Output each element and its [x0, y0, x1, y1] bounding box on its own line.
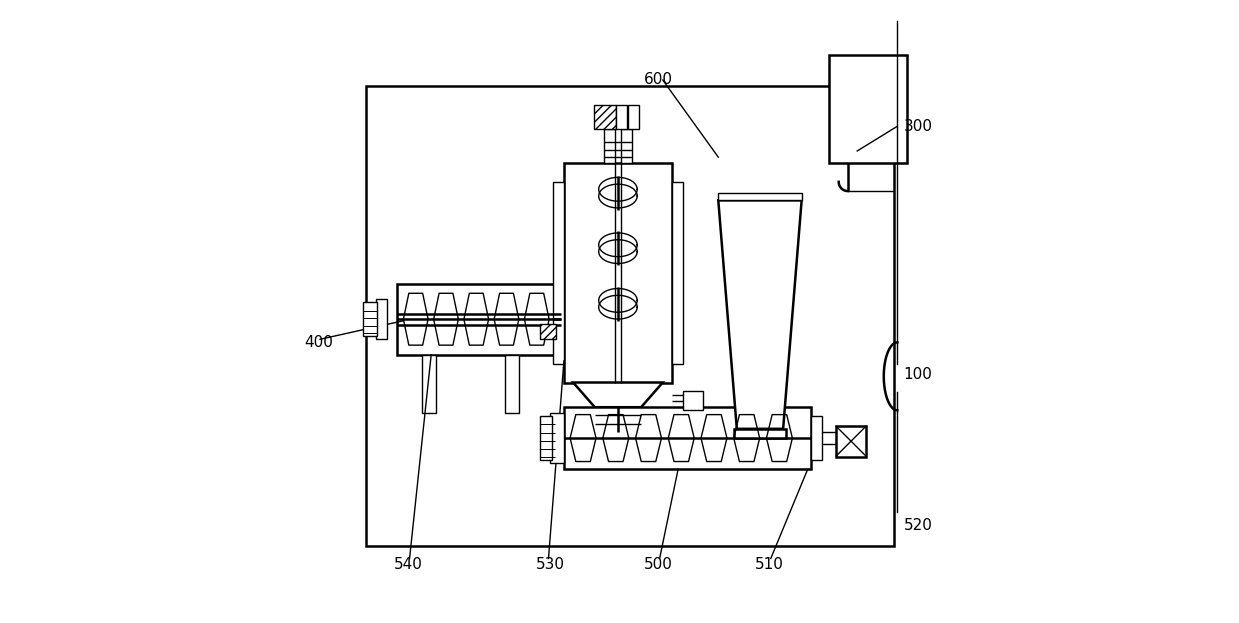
Bar: [628, 105, 639, 130]
Text: 530: 530: [536, 557, 565, 572]
Bar: [553, 182, 564, 364]
Bar: [564, 407, 810, 469]
Polygon shape: [574, 383, 663, 407]
Polygon shape: [719, 201, 802, 429]
Bar: [550, 414, 564, 463]
Bar: [672, 182, 683, 364]
Bar: [835, 426, 866, 457]
Text: 100: 100: [903, 367, 933, 382]
Bar: [595, 407, 641, 432]
Bar: [595, 105, 616, 130]
Bar: [375, 299, 387, 340]
Bar: [540, 416, 551, 460]
Bar: [719, 193, 802, 201]
Bar: [621, 130, 632, 163]
Bar: [605, 130, 616, 163]
Text: 400: 400: [305, 335, 333, 350]
Bar: [733, 429, 787, 438]
Text: 540: 540: [394, 557, 422, 572]
Bar: [683, 391, 703, 411]
Bar: [363, 302, 377, 336]
Text: 510: 510: [756, 557, 784, 572]
Text: 520: 520: [903, 518, 933, 533]
Bar: [506, 354, 519, 414]
Bar: [829, 55, 907, 163]
Bar: [422, 354, 435, 414]
Bar: [616, 105, 627, 130]
Bar: [367, 86, 895, 546]
Bar: [564, 163, 672, 383]
Text: 600: 600: [644, 72, 673, 87]
Text: 300: 300: [903, 119, 933, 134]
Text: 500: 500: [644, 557, 673, 572]
Bar: [398, 283, 561, 354]
Bar: [810, 416, 821, 460]
Bar: [540, 324, 556, 340]
